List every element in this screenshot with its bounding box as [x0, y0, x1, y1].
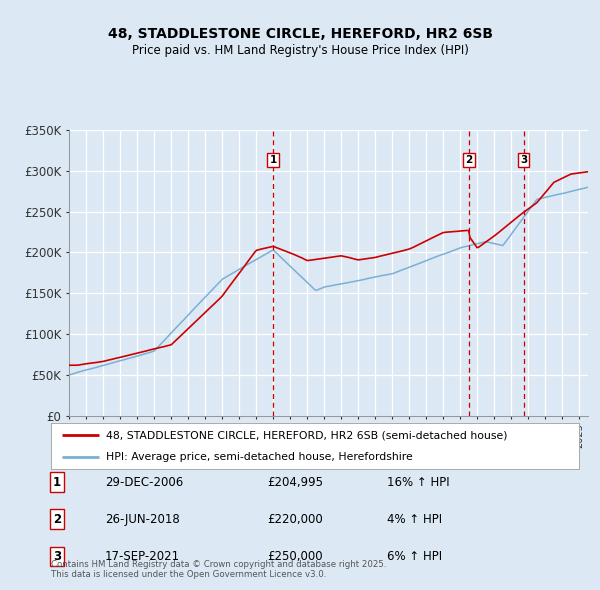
Text: 26-JUN-2018: 26-JUN-2018: [105, 513, 180, 526]
Text: 1: 1: [269, 155, 277, 165]
Text: Contains HM Land Registry data © Crown copyright and database right 2025.
This d: Contains HM Land Registry data © Crown c…: [51, 560, 386, 579]
Text: 3: 3: [53, 550, 61, 563]
Text: £250,000: £250,000: [267, 550, 323, 563]
Text: 48, STADDLESTONE CIRCLE, HEREFORD, HR2 6SB: 48, STADDLESTONE CIRCLE, HEREFORD, HR2 6…: [107, 27, 493, 41]
Text: 29-DEC-2006: 29-DEC-2006: [105, 476, 183, 489]
Text: £204,995: £204,995: [267, 476, 323, 489]
Text: Price paid vs. HM Land Registry's House Price Index (HPI): Price paid vs. HM Land Registry's House …: [131, 44, 469, 57]
Text: 6% ↑ HPI: 6% ↑ HPI: [387, 550, 442, 563]
Text: 2: 2: [53, 513, 61, 526]
Text: HPI: Average price, semi-detached house, Herefordshire: HPI: Average price, semi-detached house,…: [106, 451, 413, 461]
Text: 2: 2: [465, 155, 472, 165]
Text: 16% ↑ HPI: 16% ↑ HPI: [387, 476, 449, 489]
Text: 1: 1: [53, 476, 61, 489]
Text: 4% ↑ HPI: 4% ↑ HPI: [387, 513, 442, 526]
Text: £220,000: £220,000: [267, 513, 323, 526]
Text: 3: 3: [520, 155, 527, 165]
Text: 17-SEP-2021: 17-SEP-2021: [105, 550, 180, 563]
Text: 48, STADDLESTONE CIRCLE, HEREFORD, HR2 6SB (semi-detached house): 48, STADDLESTONE CIRCLE, HEREFORD, HR2 6…: [106, 431, 508, 441]
